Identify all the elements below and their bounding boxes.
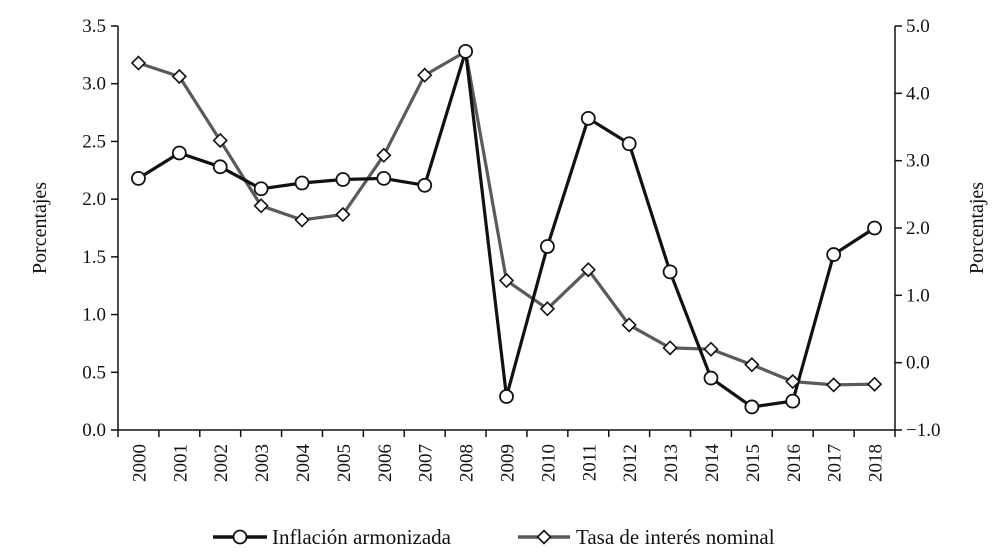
x-tick-label: 2015: [743, 444, 764, 482]
inflation-point: [131, 170, 146, 186]
y-axis-right-title: Porcentajes: [966, 182, 988, 274]
x-tick-label: 2000: [129, 444, 150, 482]
x-tick-label: 2018: [866, 444, 887, 482]
x-tick-label: 2016: [784, 444, 805, 482]
x-tick-label: 2009: [498, 444, 519, 482]
y-right-tick-label: 3.0: [906, 151, 930, 172]
x-tick-label: 2012: [620, 444, 641, 482]
legend-inflation-marker: [232, 529, 248, 545]
inflation-point: [539, 239, 555, 254]
x-tick-label: 2005: [334, 444, 355, 482]
interest-rate-point: [621, 317, 637, 333]
legend-interest-label: Tasa de interés nominal: [576, 525, 775, 549]
inflation-point: [621, 136, 637, 152]
interest-rate-point: [253, 198, 269, 214]
interest-rate-point: [171, 68, 187, 85]
x-tick-label: 2017: [825, 444, 846, 482]
inflation-point: [335, 172, 351, 187]
interest-rate-point: [785, 373, 801, 390]
y-right-tick-label: 5.0: [906, 16, 930, 37]
x-tick-label: 2006: [375, 444, 396, 482]
y-left-tick-label: 0.0: [82, 420, 106, 441]
inflation-point: [294, 175, 310, 191]
y-right-tick-label: 0.0: [906, 353, 930, 374]
inflation-point: [580, 110, 596, 126]
y-left-tick-label: 2.5: [82, 131, 106, 152]
interest-rate-point: [212, 132, 228, 149]
series-markers: [130, 43, 883, 415]
inflation-point: [253, 181, 269, 197]
y-left-tick-label: 1.0: [82, 305, 106, 326]
inflation-point: [867, 220, 882, 236]
legend-interest-marker: [536, 529, 552, 545]
x-tick-label: 2004: [293, 444, 314, 483]
interest-rate-point: [335, 206, 351, 223]
interest-rate-point: [498, 272, 515, 289]
y-left-tick-label: 0.5: [82, 362, 106, 383]
x-axis-ticks: 2000 2001 2002 2003 2004 2005 2006 2007 2008 2009…: [117, 430, 896, 483]
x-tick-label: 2014: [702, 444, 723, 483]
interest-rate-point: [539, 301, 556, 317]
inflation-point: [662, 264, 678, 280]
y-right-tick-label: 1.0: [906, 285, 930, 306]
y-right-tick-label: 2.0: [906, 218, 930, 239]
interest-rate-point: [376, 147, 392, 163]
interest-rate-point: [580, 262, 596, 278]
inflation-point: [417, 177, 433, 193]
x-tick-label: 2007: [416, 444, 437, 482]
y-right-tick-label: 4.0: [906, 83, 930, 104]
axes: 0.0 0.5 1.0 1.5 2.0 2.5 3.0 3.5 −1.0 0.0 1.0 2.0 3.0…: [82, 16, 940, 441]
legend-inflation-label: Inflación armonizada: [272, 525, 452, 549]
inflation-point: [212, 159, 228, 175]
y-axis-left-title: Porcentajes: [29, 182, 51, 274]
x-tick-label: 2010: [538, 444, 559, 482]
inflation-point: [458, 43, 474, 59]
x-tick-label: 2002: [211, 444, 232, 482]
x-tick-label: 2003: [252, 444, 273, 482]
legend: Inflación armonizada Tasa de interés nomi…: [213, 525, 775, 549]
inflation-point: [826, 247, 842, 262]
interest-rate-point: [744, 357, 760, 373]
y-left-tick-label: 3.5: [82, 16, 106, 37]
series-line-1: [137, 49, 875, 387]
x-tick-label: 2001: [170, 444, 191, 482]
interest-rate-point: [130, 55, 147, 71]
y-left-tick-label: 1.5: [82, 247, 106, 268]
inflation-point: [744, 399, 760, 415]
inflation-point: [703, 370, 719, 386]
series-line-0: [137, 49, 876, 409]
x-tick-label: 2011: [579, 444, 600, 481]
interest-rate-point: [662, 340, 678, 356]
interest-rate-point: [703, 341, 719, 357]
inflation-point: [171, 145, 187, 161]
inflation-point: [499, 389, 514, 404]
y-left-tick-label: 3.0: [82, 74, 106, 95]
interest-rate-point: [866, 376, 883, 392]
interest-rate-point: [826, 377, 842, 393]
x-tick-label: 2013: [661, 444, 682, 482]
inflation-point: [785, 393, 801, 409]
x-tick-label: 2008: [457, 444, 478, 482]
y-right-tick-label: −1.0: [906, 420, 940, 441]
series-lines: [137, 49, 876, 409]
y-left-tick-label: 2.0: [82, 189, 106, 210]
inflation-point: [376, 170, 392, 186]
interest-rate-point: [294, 212, 310, 228]
interest-rate-point: [417, 67, 433, 83]
